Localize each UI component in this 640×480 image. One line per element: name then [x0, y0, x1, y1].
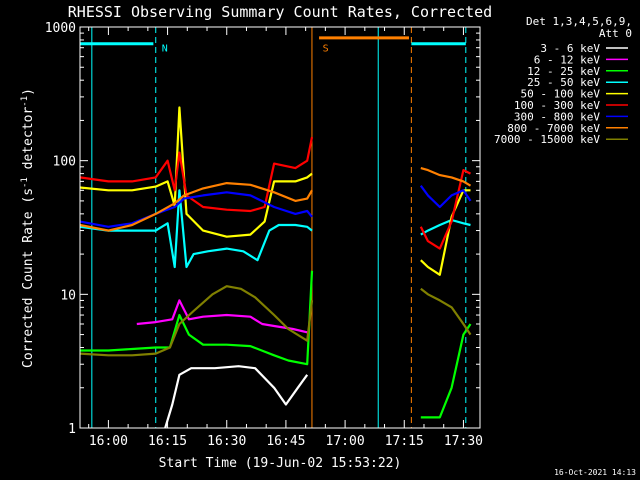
series-line: [79, 136, 314, 213]
x-tick-label: 16:00: [89, 434, 128, 449]
axes-frame: [79, 26, 481, 429]
chart-title: RHESSI Observing Summary Count Rates, Co…: [68, 3, 492, 21]
x-tick-label: 17:30: [444, 434, 483, 449]
legend-entry-label: 6 - 12 keV: [534, 53, 601, 66]
y-tick-label: 1: [68, 422, 76, 437]
series-line: [136, 299, 308, 334]
state-marker-label: N: [162, 44, 168, 55]
series-line: [80, 270, 314, 366]
series-line: [79, 285, 314, 357]
axis-ticks: 16:00 16:15 16:30 16:45 17:00 17:15 17:30 1 10 10…: [45, 21, 483, 449]
x-tick-label: 17:00: [326, 434, 365, 449]
x-tick-label: 16:30: [207, 434, 246, 449]
legend-entry-label: 3 - 6 keV: [540, 42, 600, 55]
series-line: [419, 185, 472, 209]
legend-entry-label: 300 - 800 keV: [514, 110, 600, 123]
legend-header-line-2: Att 0: [599, 27, 632, 40]
x-axis-label: Start Time (19-Jun-02 15:53:22): [159, 456, 402, 471]
series-line: [419, 169, 471, 250]
legend-entry-label: 100 - 300 keV: [514, 99, 600, 112]
y-tick-label: 1000: [45, 21, 76, 36]
series-line: [79, 182, 313, 232]
series-line: [79, 191, 313, 228]
x-tick-label: 16:15: [148, 434, 187, 449]
y-tick-label: 100: [53, 155, 76, 170]
x-tick-label: 17:15: [385, 434, 424, 449]
legend-entry-label: 7000 - 15000 keV: [494, 133, 600, 146]
state-marker-label: S: [323, 44, 329, 55]
series-line: [79, 189, 313, 269]
x-tick-label: 16:45: [266, 434, 305, 449]
series-line: [420, 218, 471, 236]
y-tick-label: 10: [60, 288, 76, 303]
series-line: [420, 323, 472, 419]
series-line: [164, 365, 309, 429]
y-axis-label: Corrected Count Rate (s-1 detector-1): [20, 88, 36, 368]
series-line: [420, 167, 472, 187]
legend-header-line-1: Det 1,3,4,5,6,9,: [526, 15, 632, 28]
date-stamp: 16-Oct-2021 14:13: [554, 468, 636, 477]
legend-entry-label: 800 - 7000 keV: [507, 122, 600, 135]
legend-entry-label: 12 - 25 keV: [527, 65, 600, 78]
plot-frame: [79, 26, 481, 429]
legend-entry-label: 25 - 50 keV: [527, 76, 600, 89]
legend-entry-label: 50 - 100 keV: [521, 88, 601, 101]
series-line: [79, 106, 313, 238]
series-line: [420, 287, 472, 336]
